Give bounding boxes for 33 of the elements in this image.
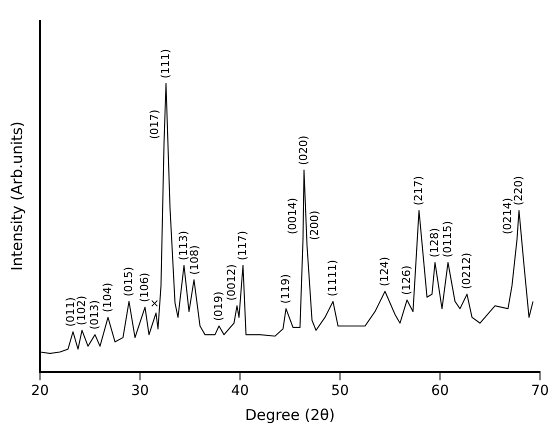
x-tick-label: 30 (131, 383, 149, 400)
annotation: (013) (88, 300, 101, 330)
annotation: (119) (278, 274, 292, 304)
annotation: (017) (148, 110, 161, 140)
annotation: (117) (236, 230, 249, 260)
annotation: (111) (158, 48, 172, 79)
annotation: (128) (428, 228, 441, 258)
annotation: (0014) (286, 198, 299, 234)
annotation: (220) (512, 176, 525, 206)
annotation: (102) (74, 296, 88, 326)
annotation: (0212) (460, 252, 473, 290)
annotation: (0214) (500, 198, 514, 234)
annotation: (1111) (326, 260, 339, 296)
x-tick-label: 60 (431, 383, 449, 400)
x-tick-label: 20 (31, 383, 49, 400)
annotation: (217) (412, 176, 425, 206)
y-axis-title: Intensity (Arb.units) (8, 121, 26, 271)
annotation: (104) (100, 282, 114, 312)
annotation: (126) (400, 265, 413, 296)
annotation: (011) (64, 297, 77, 327)
annotation: (0012) (224, 264, 238, 301)
x-tick-label: 50 (331, 383, 349, 400)
annotation: (200) (308, 210, 321, 240)
x-axis-title: Degree (2θ) (245, 406, 335, 424)
annotation: (020) (296, 136, 310, 166)
annotation: (108) (188, 245, 201, 275)
annotation: (0115) (440, 220, 454, 258)
annotation: (019) (212, 291, 225, 322)
annotation: (015) (122, 266, 135, 296)
x-tick-label: 70 (531, 383, 549, 400)
x-tick-label: 40 (231, 383, 249, 400)
annotation: (113) (176, 230, 190, 260)
annotation: (124) (378, 256, 391, 286)
